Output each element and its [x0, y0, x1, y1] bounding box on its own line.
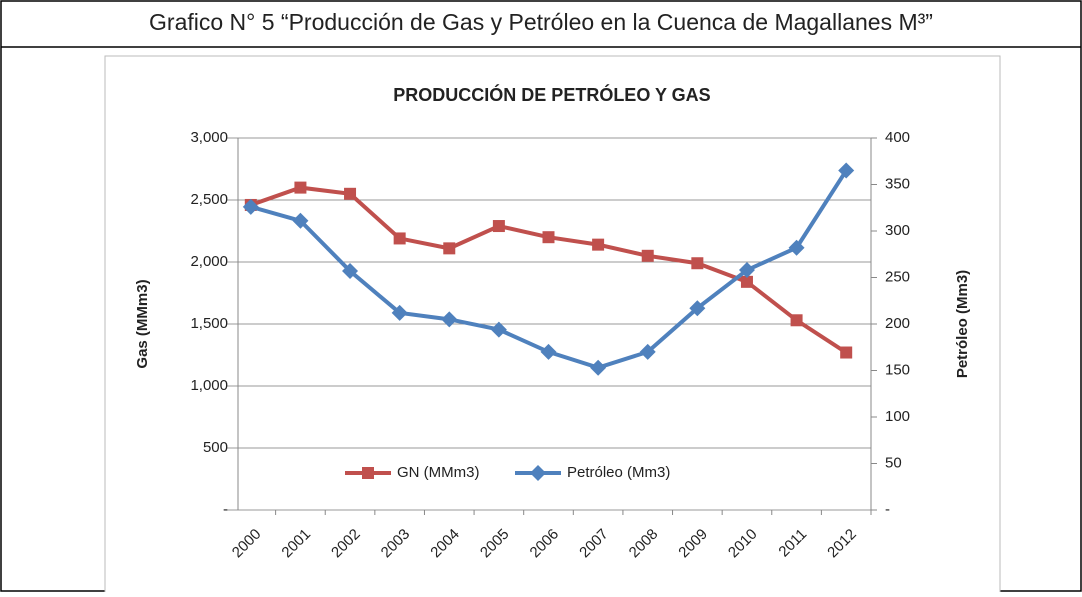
data-point [689, 300, 706, 317]
data-point [391, 304, 408, 321]
y-tick-label: 2,000 [190, 253, 228, 270]
data-point [492, 220, 505, 233]
legend-marker [530, 465, 546, 481]
chart-box [104, 55, 1001, 597]
data-point [838, 162, 855, 179]
legend-label: GN (MMm3) [397, 464, 480, 481]
data-point [344, 187, 357, 200]
data-point [592, 238, 605, 251]
y2-tick-label: 100 [885, 408, 910, 425]
data-point [840, 346, 853, 359]
y-tick-label: 500 [203, 439, 228, 456]
data-point [590, 359, 607, 376]
data-point [242, 198, 259, 215]
data-point [490, 321, 507, 338]
data-point [393, 232, 406, 245]
y2-tick-label: 300 [885, 222, 910, 239]
y2-axis-title: Petróleo (Mm3) [954, 270, 971, 378]
y-tick-label: - [223, 501, 228, 518]
data-point [639, 343, 656, 360]
y-tick-label: 2,500 [190, 191, 228, 208]
data-point [641, 249, 654, 262]
y-tick-label: 3,000 [190, 129, 228, 146]
data-point [790, 314, 803, 327]
data-point [342, 262, 359, 279]
data-point [441, 311, 458, 328]
y2-tick-label: 350 [885, 175, 910, 192]
data-point [691, 257, 704, 270]
data-point [788, 239, 805, 256]
y-tick-label: 1,500 [190, 315, 228, 332]
y-axis-title: Gas (MMm3) [134, 279, 151, 368]
y2-tick-label: 150 [885, 361, 910, 378]
y2-tick-label: 250 [885, 268, 910, 285]
data-point [738, 262, 755, 279]
data-point [540, 343, 557, 360]
legend-marker [362, 467, 374, 479]
data-point [740, 275, 753, 288]
y2-tick-label: 200 [885, 315, 910, 332]
legend-label: Petróleo (Mm3) [567, 464, 670, 481]
data-point [292, 212, 309, 229]
y2-tick-label: 50 [885, 454, 902, 471]
chart-title: PRODUCCIÓN DE PETRÓLEO Y GAS [393, 84, 710, 105]
y2-tick-label: - [885, 501, 890, 518]
y-tick-label: 1,000 [190, 377, 228, 394]
data-point [542, 231, 555, 244]
header-title: Grafico N° 5 “Producción de Gas y Petról… [149, 9, 933, 35]
y2-tick-label: 400 [885, 129, 910, 146]
data-point [443, 242, 456, 255]
data-point [294, 181, 307, 194]
